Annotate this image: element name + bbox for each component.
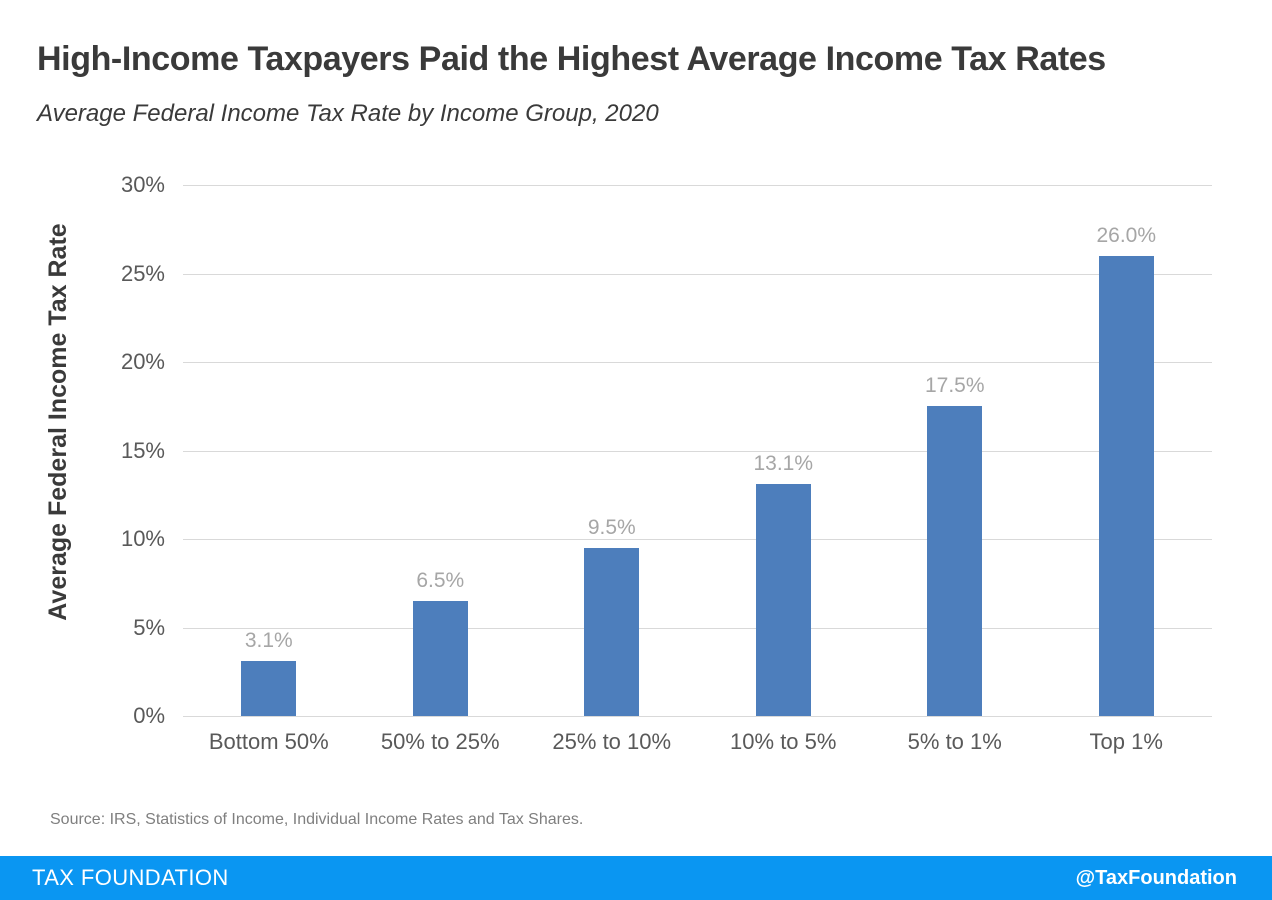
page-subtitle: Average Federal Income Tax Rate by Incom… <box>37 100 659 127</box>
gridline <box>183 273 1212 275</box>
x-category-label: Bottom 50% <box>208 729 329 754</box>
gridline <box>183 627 1212 629</box>
gridline <box>183 539 1212 540</box>
y-tick-label: 20% <box>120 349 165 374</box>
y-tick-label: 30% <box>120 172 165 197</box>
bar-value-label: 9.5% <box>587 515 636 539</box>
y-tick-label: 10% <box>120 526 165 551</box>
x-category-label: 50% to 25% <box>380 729 500 754</box>
bar <box>412 600 468 716</box>
x-category-label: 10% to 5% <box>730 729 837 754</box>
y-tick-label: 5% <box>133 614 165 640</box>
x-category-label: 5% to 1% <box>907 729 1002 754</box>
brand-wordmark: TAX FOUNDATION <box>32 865 229 890</box>
bar <box>755 484 811 716</box>
bar-value-label: 26.0% <box>1096 223 1157 247</box>
footer-bar: TAX FOUNDATION @TaxFoundation <box>0 856 1272 900</box>
source-note: Source: IRS, Statistics of Income, Indiv… <box>50 811 584 828</box>
gridline <box>183 450 1212 452</box>
y-tick-label: 15% <box>120 437 165 463</box>
bar <box>927 406 983 716</box>
bar-value-label: 13.1% <box>753 452 814 476</box>
page-title: High-Income Taxpayers Paid the Highest A… <box>37 40 1106 78</box>
gridline <box>183 362 1212 363</box>
bar-value-label: 17.5% <box>924 374 985 398</box>
y-tick-label: 0% <box>133 703 165 728</box>
bar <box>1098 255 1154 716</box>
x-category-label: Top 1% <box>1089 729 1163 754</box>
gridline <box>183 185 1212 186</box>
twitter-handle: @TaxFoundation <box>1075 866 1237 889</box>
bar-value-label: 3.1% <box>244 629 293 653</box>
bar-value-label: 6.5% <box>416 568 465 592</box>
bar <box>241 661 297 716</box>
x-category-label: 25% to 10% <box>552 729 672 754</box>
y-tick-label: 25% <box>120 260 165 286</box>
gridline <box>183 716 1212 717</box>
bar <box>584 547 640 716</box>
